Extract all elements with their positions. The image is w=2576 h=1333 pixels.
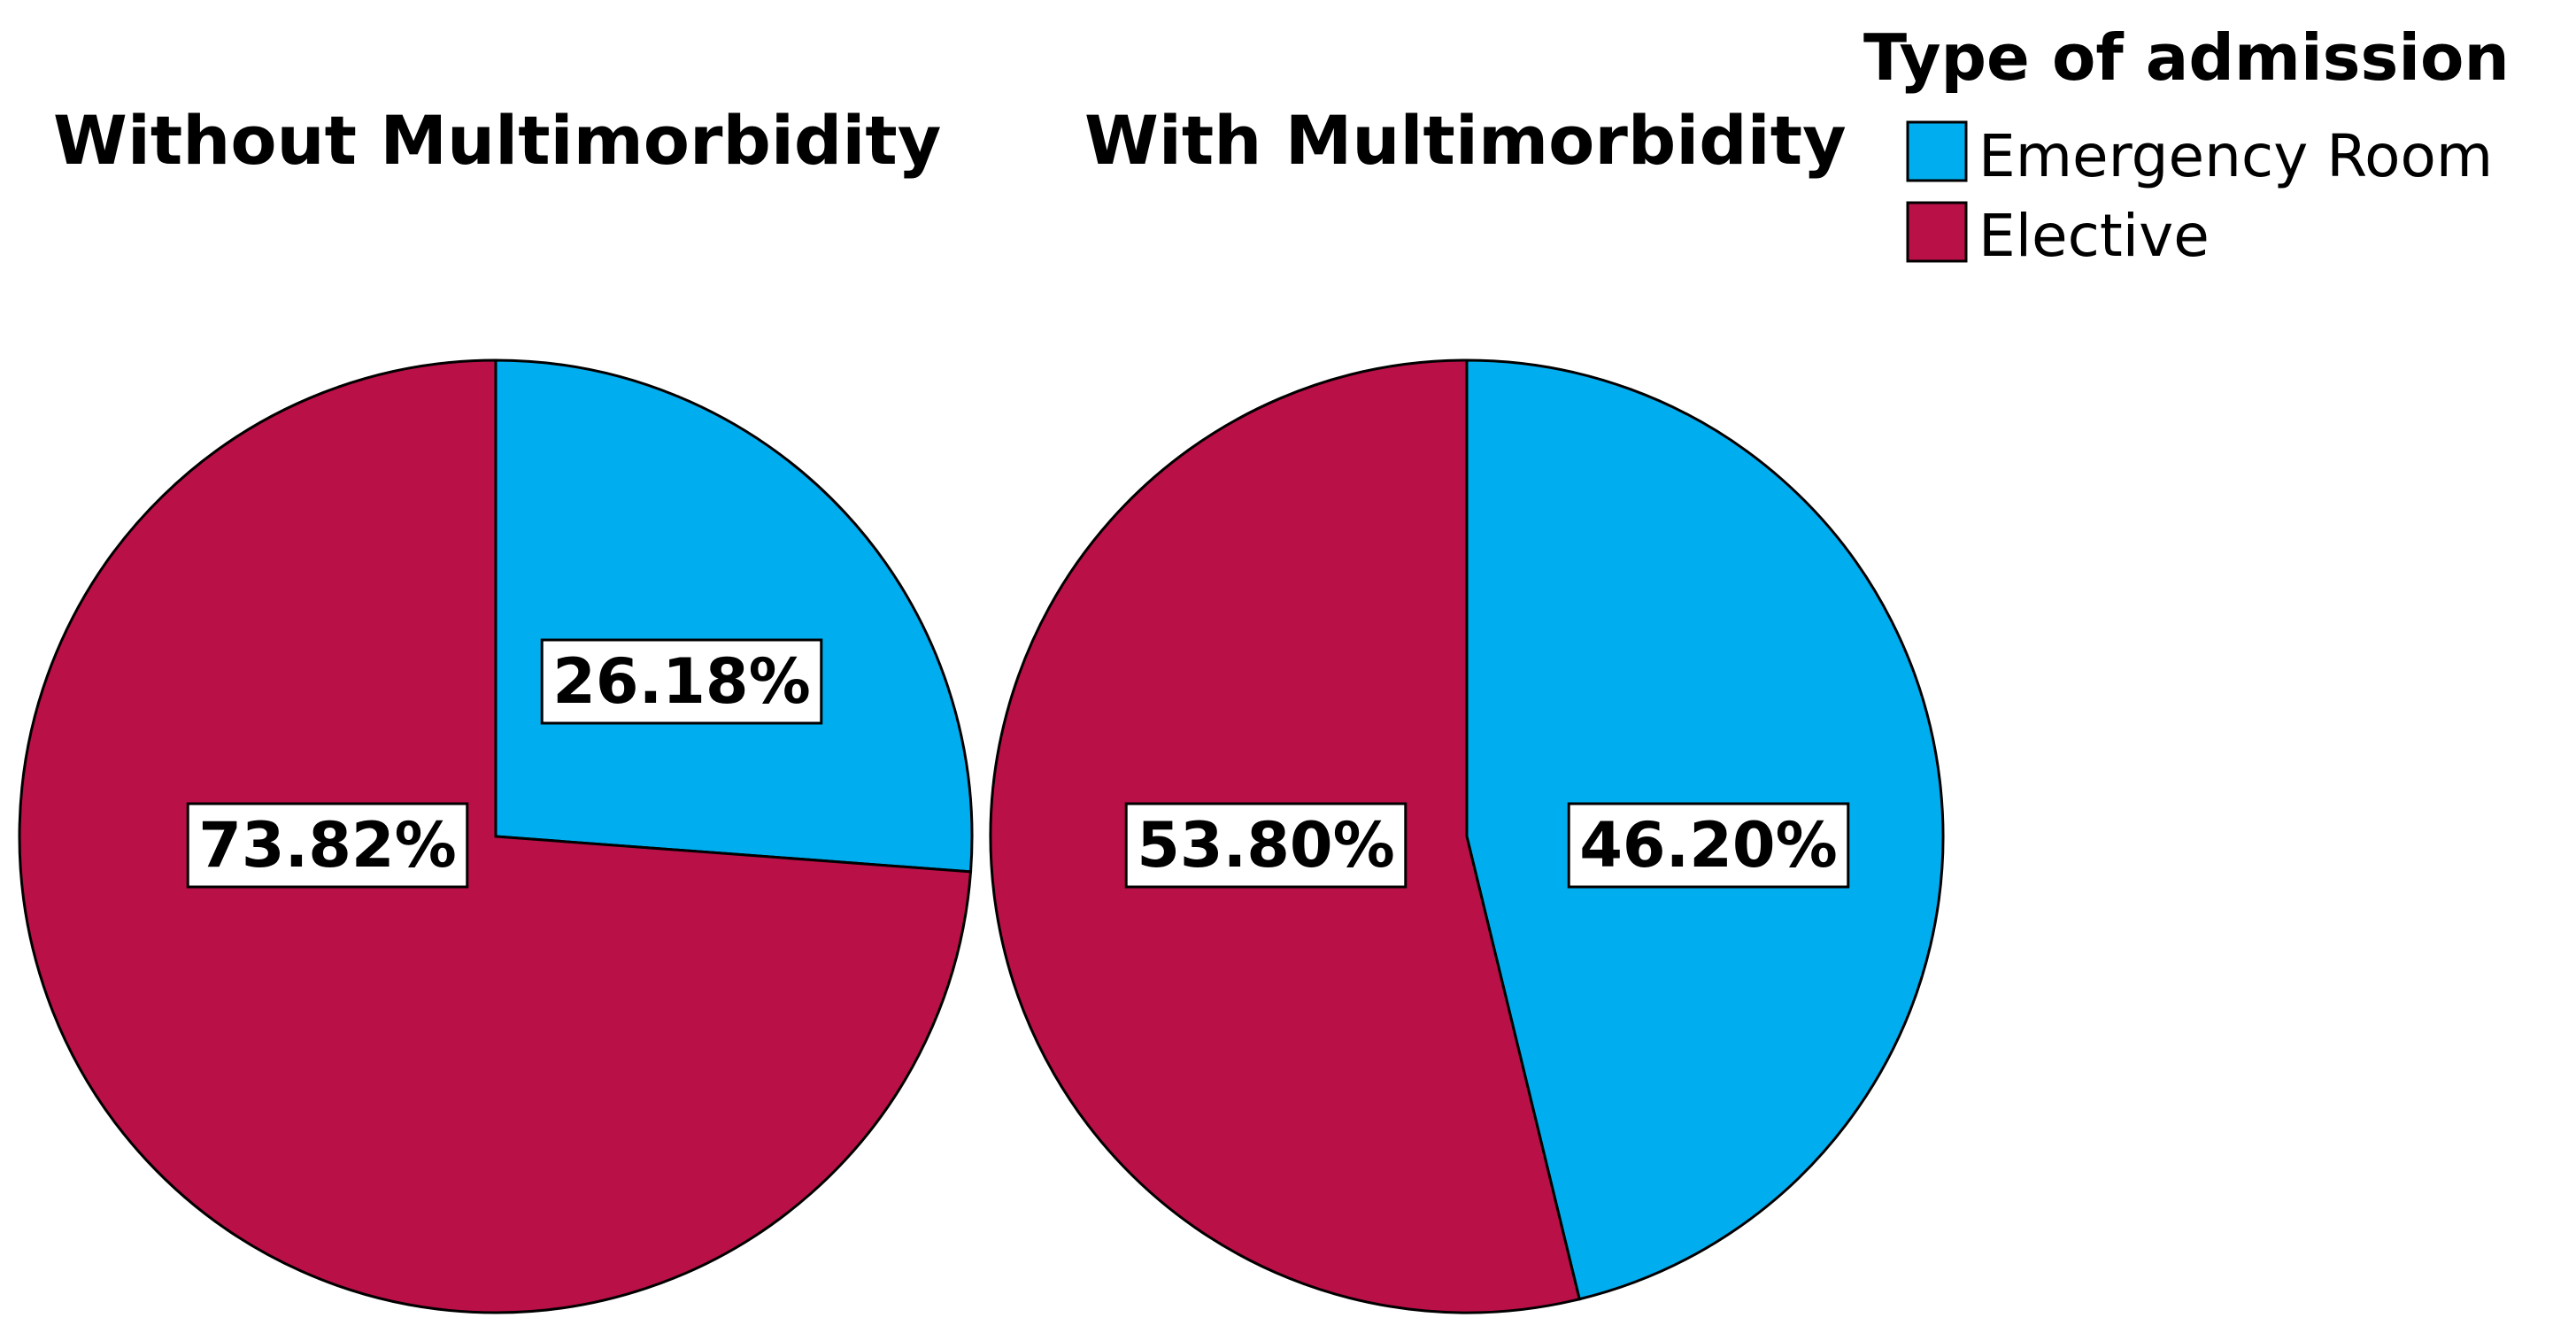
data-label-emergency-room: 26.18% [540, 638, 823, 725]
legend-swatch-emergency-room [1906, 120, 1968, 182]
data-label-emergency-room: 46.20% [1567, 802, 1850, 889]
legend-title: Type of admission [1863, 20, 2510, 95]
legend: Type of admission Emergency Room Electiv… [1863, 20, 2510, 270]
data-label-box [1124, 802, 1408, 889]
data-label-box [1567, 802, 1850, 889]
data-label-text: 26.18% [552, 645, 811, 718]
legend-label-emergency-room: Emergency Room [1978, 122, 2493, 190]
pie-slice-elective [18, 358, 973, 1314]
pie-title-with-multimorbidity: With Multimorbidity [1084, 101, 1847, 180]
data-label-box [540, 638, 823, 725]
data-label-text: 73.82% [198, 809, 457, 882]
pie-chart-without-multimorbidity: 26.18% 73.82% [18, 358, 974, 1314]
legend-label-elective: Elective [1978, 202, 2210, 270]
data-label-text: 53.80% [1137, 809, 1395, 882]
pie-chart-with-multimorbidity: 46.20% 53.80% [989, 358, 1945, 1314]
pie-title-without-multimorbidity: Without Multimorbidity [53, 101, 941, 180]
legend-swatch-elective [1906, 201, 1968, 263]
data-label-elective: 53.80% [1124, 802, 1408, 889]
pie-slice-emergency-room [494, 358, 974, 874]
data-label-elective: 73.82% [186, 802, 469, 889]
data-label-box [186, 802, 469, 889]
data-label-text: 46.20% [1579, 809, 1838, 882]
